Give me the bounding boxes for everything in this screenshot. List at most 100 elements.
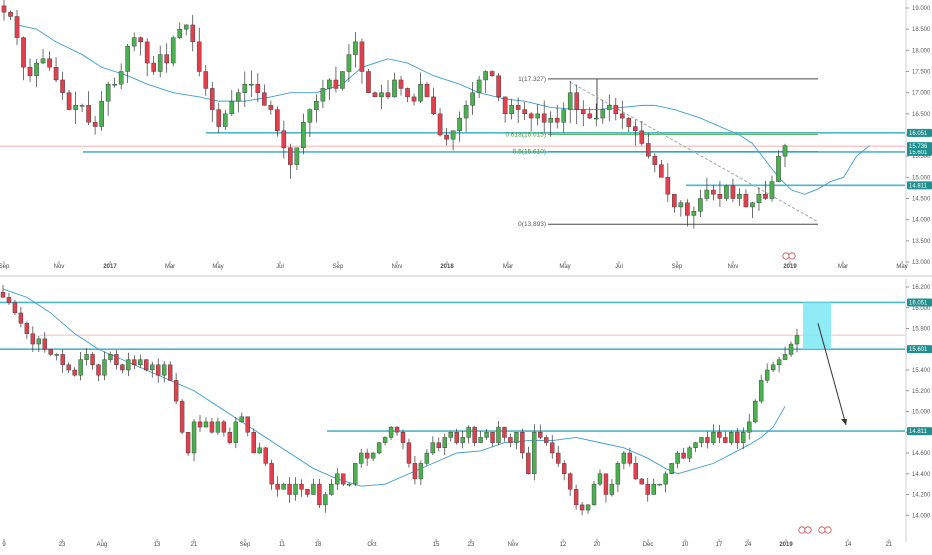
candle-down — [173, 380, 179, 402]
candle-down — [394, 426, 400, 433]
candle-down — [268, 105, 274, 110]
level-price-tag-text: 14.811 — [909, 429, 928, 435]
candle-up — [593, 117, 599, 120]
candle-up — [183, 24, 189, 30]
y-tick-label: 17.000 — [912, 91, 931, 97]
candle-down — [580, 109, 586, 115]
candle-up — [335, 473, 340, 485]
y-tick-label: 15.200 — [912, 389, 931, 395]
x-tick-label: Nov — [54, 264, 65, 270]
candle-up — [669, 463, 674, 474]
event-flag-icon — [818, 526, 826, 534]
candle-down — [53, 67, 59, 81]
candle-up — [535, 113, 540, 119]
x-tick-label: 2019 — [779, 542, 793, 548]
candle-down — [730, 185, 736, 199]
candle-down — [522, 109, 527, 115]
candle-down — [196, 41, 202, 72]
level-price-tag — [907, 345, 932, 354]
y-tick-label: 15.400 — [912, 368, 931, 374]
candle-down — [437, 113, 443, 136]
event-flag-icon — [804, 526, 812, 534]
x-tick-label: 24 — [745, 542, 752, 548]
level-price-tag-text: 15.601 — [909, 150, 928, 156]
candle-up — [430, 442, 436, 454]
candle-down — [209, 421, 215, 433]
candle-down — [490, 432, 495, 443]
candle-down — [681, 452, 686, 459]
candle-down — [120, 364, 125, 371]
candle-down — [12, 302, 18, 314]
moving-average-line — [2, 288, 786, 487]
candle-down — [90, 354, 95, 366]
candle-up — [448, 432, 453, 438]
candle-down — [138, 37, 143, 43]
candles — [0, 285, 800, 516]
daily-chart-panel[interactable]: 16.20016.00015.80015.60015.40015.20015.0… — [0, 279, 932, 548]
candle-up — [509, 105, 514, 115]
candle-down — [372, 92, 378, 98]
x-tick-label: Nov — [508, 542, 519, 548]
candle-up — [794, 335, 800, 345]
candle-up — [450, 130, 456, 140]
x-tick-label: Sep — [333, 264, 344, 270]
candle-down — [603, 473, 609, 495]
candle-up — [239, 416, 244, 423]
candle-down — [496, 75, 501, 98]
candle-down — [444, 134, 449, 140]
candle-down — [400, 432, 406, 443]
candle-down — [645, 483, 650, 495]
level-price-tag-text: 16.051 — [909, 300, 928, 306]
candle-down — [245, 416, 250, 433]
candle-down — [613, 105, 619, 115]
candle-up — [600, 109, 606, 119]
candle-down — [14, 16, 20, 38]
candle-down — [179, 400, 185, 433]
x-tick-label: Jul — [615, 264, 623, 270]
candle-up — [418, 83, 423, 102]
candle-down — [550, 442, 555, 454]
candle-up — [118, 71, 124, 85]
current-price-tag-text: 15.736 — [909, 144, 928, 150]
candle-up — [311, 483, 316, 495]
candle-up — [770, 364, 776, 371]
candle-down — [333, 79, 339, 89]
candle-up — [737, 194, 742, 199]
candle-up — [314, 100, 319, 110]
candle-up — [131, 37, 137, 47]
candle-up — [788, 343, 794, 355]
x-tick-label: 2019 — [783, 264, 797, 270]
candle-up — [782, 145, 788, 157]
candle-up — [514, 432, 519, 443]
candle-down — [520, 432, 525, 454]
candle-down — [502, 96, 508, 115]
x-tick-label: 23 — [468, 542, 475, 548]
y-tick-label: 16.000 — [912, 306, 931, 312]
candle-up — [711, 432, 716, 443]
x-tick-label: May — [559, 264, 570, 270]
candle-up — [138, 359, 143, 366]
candle-down — [405, 88, 410, 98]
candle-down — [406, 442, 412, 464]
candle-down — [665, 177, 671, 195]
candle-down — [652, 155, 658, 165]
x-tick-label: 21 — [886, 542, 893, 548]
candle-down — [275, 109, 280, 131]
candle-down — [556, 452, 561, 464]
candle-up — [591, 483, 597, 506]
candle-up — [170, 37, 176, 64]
candle-up — [358, 452, 364, 464]
candle-up — [764, 369, 770, 381]
x-tick-label: Sep — [0, 264, 10, 270]
weekly-chart-panel[interactable]: 19.000 18.500 18.000 17.500 17.000 16.500 16.0… — [0, 0, 932, 270]
candle-up — [105, 83, 111, 102]
candle-down — [515, 105, 521, 110]
candle-up — [301, 122, 306, 148]
candle-up — [84, 354, 89, 360]
candle-down — [502, 426, 507, 438]
candle-down — [424, 83, 430, 98]
candle-down — [72, 369, 77, 376]
candle-down — [366, 71, 371, 93]
candle-down — [27, 67, 33, 76]
